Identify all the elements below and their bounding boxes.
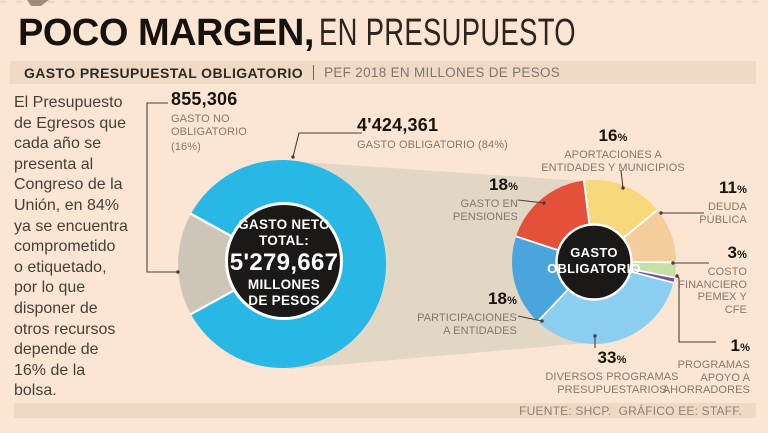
pct-value: 16% [535, 127, 691, 147]
label-line: PÚBLICA [699, 213, 747, 226]
percent-sign: % [740, 342, 750, 354]
total-center-disc [225, 202, 343, 320]
label-line: DIVERSOS PROGRAMAS [545, 371, 679, 383]
label-costo-financiero: 3% COSTO FINANCIERO PEMEX Y CFE [657, 244, 747, 316]
callout-line-aportaciones [620, 169, 624, 189]
kicker-bar: GASTO PRESUPUESTAL OBLIGATORIO PEF 2018 … [10, 61, 756, 84]
callout-dot [671, 261, 675, 265]
label-gasto-no-obligatorio: 855,306 GASTO NO OBLIGATORIO (16%) [171, 89, 301, 154]
pct-number: 1 [730, 336, 741, 355]
kicker-title: GASTO PRESUPUESTAL OBLIGATORIO [24, 64, 304, 81]
pct-value: 1% [648, 337, 750, 357]
label-line: PARTICIPACIONES [417, 312, 517, 324]
callout-dots [176, 155, 679, 338]
value-no-obligatorio: 855,306 [171, 89, 238, 109]
page-title-light: EN PRESUPUESTO [318, 12, 576, 54]
kicker-divider [313, 65, 315, 80]
label-line: PENSIONES [452, 210, 518, 223]
percent-sign: % [617, 132, 628, 144]
callout-dot [176, 270, 180, 274]
label-programas-ahorradores: 1% PROGRAMAS APOYO A AHORRADORES [648, 337, 750, 397]
pct-value: 11% [662, 179, 747, 199]
label-line: A ENTIDADES [443, 324, 517, 337]
kicker-subtitle: PEF 2018 EN MILLONES DE PESOS [324, 65, 561, 80]
label-line: GASTO NO [171, 113, 230, 125]
label-line: COSTO [707, 266, 747, 278]
label-line: PROGRAMAS [677, 359, 750, 371]
callout-dot [540, 319, 544, 323]
obligatory-center-disc [555, 223, 633, 301]
label-line: APOYO A [700, 371, 750, 384]
pct-value: 3% [657, 244, 747, 264]
value-obligatorio: 4'424,361 [357, 115, 439, 135]
total-value: 5'279,667 [229, 249, 339, 276]
center-line: TOTAL: [258, 232, 310, 248]
label-line: FINANCIERO [678, 278, 747, 291]
label-line: GASTO NO OBLIGATORIO (16%) [171, 113, 301, 154]
callout-dot [659, 211, 663, 215]
intro-paragraph: El Presupuesto de Egresos que cada año s… [14, 94, 128, 400]
label-gasto-obligatorio: 4'424,361 GASTO OBLIGATORIO (84%) [357, 115, 537, 152]
pct-value: 18% [412, 290, 517, 310]
slice-diversos-programas-presupuestarios [537, 262, 674, 345]
callout-line-pensiones [517, 199, 545, 204]
center-line: GASTO [570, 245, 618, 260]
pct-number: 33 [597, 348, 617, 367]
label-deuda-publica: 11% DEUDA PÚBLICA [662, 179, 747, 226]
label-gasto-pensiones: 18% GASTO EN PENSIONES [408, 176, 518, 223]
pct-number: 18 [488, 289, 508, 308]
center-line: DE PESOS [248, 292, 320, 308]
callout-line-no-obligatorio [146, 102, 178, 273]
callout-dot [542, 201, 546, 205]
label-line: PEMEX Y [697, 291, 747, 303]
callout-dot [291, 155, 295, 159]
pct-number: 11 [718, 178, 738, 197]
obligatory-center-label: GASTO OBLIGATORIO [544, 245, 644, 276]
percent-sign: % [507, 295, 517, 307]
callout-dot [675, 274, 679, 278]
pct-number: 3 [727, 243, 738, 262]
center-line: OBLIGATORIO [547, 260, 641, 276]
label-line: CFE [724, 303, 747, 316]
label-diversos-programas: 33% DIVERSOS PROGRAMAS PRESUPUESTARIOS [534, 349, 690, 396]
pct-value: 33% [534, 349, 690, 369]
percent-sign: % [508, 181, 518, 193]
page-title: POCO MARGEN, EN PRESUPUESTO [18, 12, 676, 55]
center-line: MILLONES [247, 277, 321, 292]
label-aportaciones: 16% APORTACIONES A ENTIDADES Y MUNICIPIO… [535, 127, 691, 174]
pct-number: 16 [598, 126, 618, 145]
corner-mark [27, 0, 49, 6]
callout-dot [593, 334, 597, 338]
label-line: PRESUPUESTARIOS [557, 383, 667, 396]
label-line: GASTO EN [460, 198, 518, 210]
label-line: AHORRADORES [662, 384, 750, 396]
percent-sign: % [616, 354, 627, 366]
label-line: OBLIGATORIO [171, 126, 247, 138]
callout-line-obligatorio [292, 132, 362, 158]
center-line: GASTO NETO [238, 217, 330, 232]
callout-dot [621, 186, 625, 190]
source-text: FUENTE: SHCP. GRÁFICO EE: STAFF. [519, 403, 742, 418]
pct-value: 18% [408, 176, 518, 196]
label-line: ENTIDADES Y MUNICIPIOS [541, 161, 685, 174]
label-line: APORTACIONES A [564, 149, 662, 161]
page-title-bold: POCO MARGEN, [18, 12, 314, 54]
label-participaciones: 18% PARTICIPACIONES A ENTIDADES [412, 290, 517, 337]
label-line: GASTO OBLIGATORIO (84%) [357, 139, 508, 151]
source-strip: FUENTE: SHCP. GRÁFICO EE: STAFF. [14, 403, 756, 418]
percent-sign: % [737, 249, 747, 261]
percent-sign: % [737, 184, 747, 196]
callout-line-participaciones [517, 315, 543, 322]
pct-number: 18 [489, 175, 509, 194]
total-center-label: GASTO NETO TOTAL: 5'279,667 MILLONES DE … [214, 217, 354, 308]
label-line: (16%) [171, 141, 201, 153]
label-line: DEUDA [707, 201, 747, 213]
